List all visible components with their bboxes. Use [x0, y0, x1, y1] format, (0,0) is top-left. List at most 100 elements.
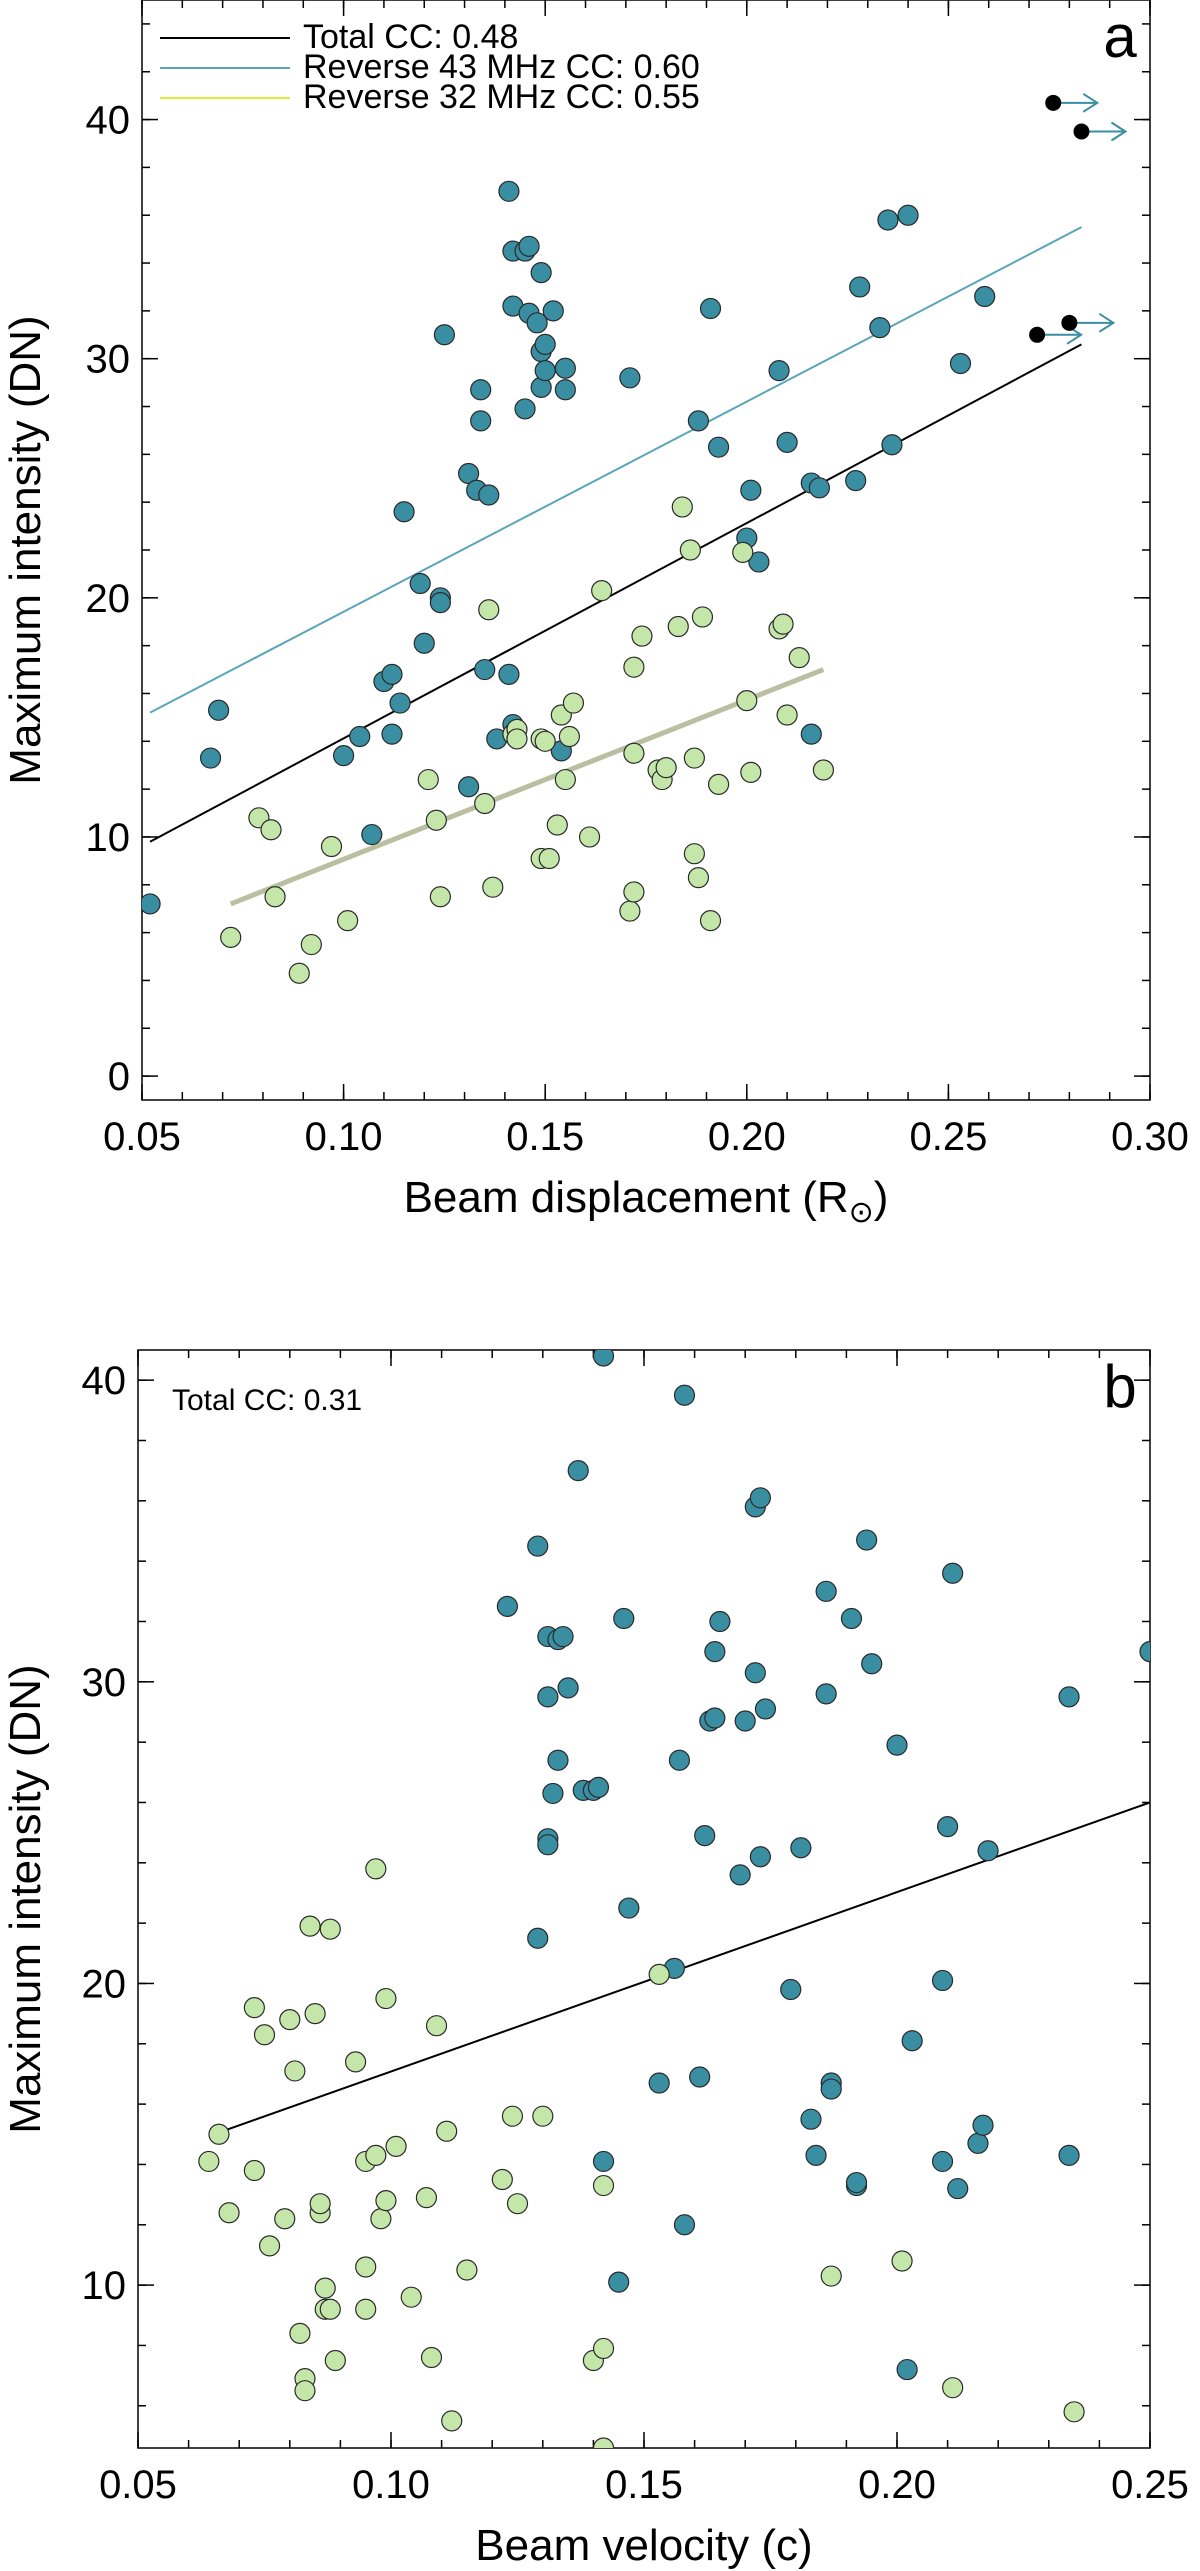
series-0 [496, 1350, 1150, 2381]
data-point [413, 632, 435, 654]
data-point [142, 893, 161, 915]
data-point [812, 759, 835, 781]
data-point [815, 1683, 837, 1705]
data-point [546, 814, 568, 836]
data-point [253, 2024, 276, 2046]
y-tick-label: 20 [82, 1962, 127, 2006]
data-point [474, 658, 496, 681]
data-point [619, 900, 641, 922]
data-point [554, 379, 576, 401]
data-point [304, 2003, 326, 2025]
data-point [740, 479, 762, 501]
data-point [1058, 2144, 1080, 2167]
data-point [470, 379, 492, 401]
data-point [623, 881, 645, 903]
data-point [457, 776, 480, 798]
data-point [429, 886, 451, 908]
data-point [623, 656, 645, 678]
data-point [974, 285, 996, 308]
data-point [530, 262, 552, 284]
data-point [901, 2030, 923, 2052]
y-tick-label: 30 [82, 1661, 127, 1705]
data-point [931, 2150, 954, 2173]
data-point [309, 2193, 331, 2215]
data-point [707, 436, 730, 458]
data-point [333, 745, 355, 767]
fit-line-1 [149, 226, 1082, 714]
data-point [420, 2346, 443, 2369]
data-point [208, 2123, 230, 2145]
data-point [409, 572, 431, 595]
data-point [856, 1529, 878, 1551]
data-point [501, 2105, 524, 2127]
data-point [671, 496, 693, 518]
data-point [365, 1858, 387, 1880]
data-point [361, 823, 383, 846]
data-point [897, 204, 919, 226]
data-point [776, 704, 798, 726]
data-point [562, 692, 585, 714]
data-point [815, 1580, 837, 1602]
x-tick-label: 0.25 [909, 1115, 987, 1159]
data-point [709, 1610, 731, 1633]
data-point [967, 2132, 989, 2154]
data-point [631, 625, 653, 647]
data-point [284, 2060, 306, 2082]
data-point [800, 2108, 822, 2130]
data-point [808, 477, 830, 499]
data-point [534, 360, 556, 382]
data-point [1139, 1641, 1150, 1663]
data-point [805, 2144, 827, 2167]
lower-limit-marker [1061, 312, 1116, 333]
series-0 [142, 180, 996, 915]
data-point [537, 1834, 559, 1856]
y-tick-label: 0 [108, 1055, 130, 1099]
data-point [592, 2174, 615, 2197]
data-point [429, 592, 451, 614]
data-point [845, 2171, 868, 2194]
data-point [840, 1607, 863, 1630]
lower-limit-point [1029, 326, 1046, 343]
data-point [542, 300, 564, 322]
data-point [314, 2277, 336, 2299]
data-point [587, 1776, 610, 1798]
data-point [557, 1677, 579, 1699]
y-axis-title: Maximum intensity (DN) [1, 315, 50, 784]
data-point [687, 410, 710, 432]
data-point [691, 606, 714, 628]
fit-line-0 [149, 343, 1082, 843]
data-point [790, 1837, 812, 1859]
data-point [683, 843, 705, 865]
data-point [694, 1825, 716, 1847]
data-point [877, 209, 899, 231]
data-point [554, 768, 576, 791]
data-point [220, 926, 242, 948]
data-point [729, 1864, 751, 1886]
lower-limit-point [1073, 123, 1090, 140]
data-point [299, 1915, 321, 1937]
chart-panel-b: 0.05 0.10 0.15 0.20 0.25 10 20 30 40 Beam velocit… [1, 1349, 1189, 2570]
data-point [415, 2187, 438, 2209]
plot-frame [141, 0, 1151, 1101]
data-point [707, 773, 730, 795]
data-point [491, 2168, 513, 2191]
data-point [547, 1749, 569, 1771]
data-point [683, 747, 705, 769]
plot-area [198, 1350, 1150, 2448]
data-point [687, 867, 710, 889]
data-point [886, 1734, 908, 1756]
data-point [370, 2208, 392, 2230]
data-point [1063, 2401, 1085, 2423]
data-point [498, 663, 520, 685]
arrow-head [1098, 312, 1116, 333]
data-point [274, 2208, 296, 2230]
x-tick-label: 0.10 [305, 1115, 383, 1159]
data-point [534, 333, 556, 355]
y-tick-label: 20 [86, 577, 131, 621]
legend-label: Total CC: 0.48 [303, 18, 518, 56]
data-point [527, 1535, 549, 1557]
y-tick-label: 30 [86, 338, 131, 382]
x-tick-label: 0.25 [1111, 2463, 1189, 2507]
data-point [942, 1562, 964, 1584]
